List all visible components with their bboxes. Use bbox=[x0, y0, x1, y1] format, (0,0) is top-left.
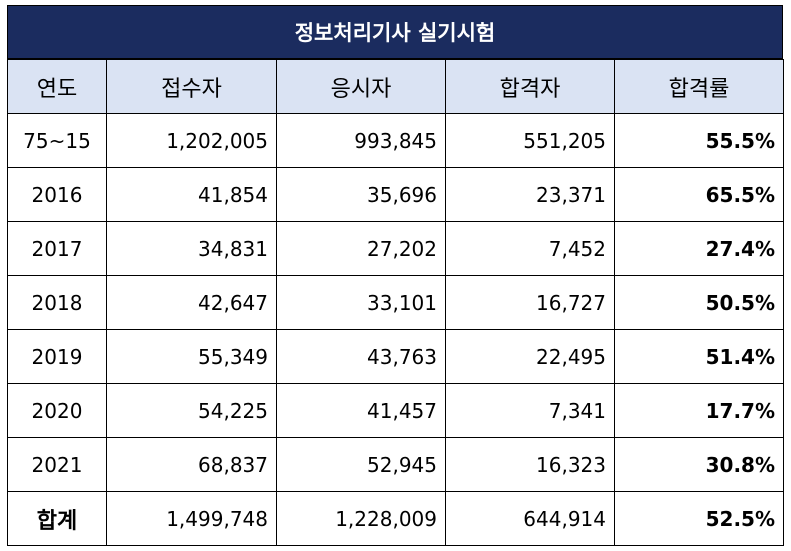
cell-applicants: 55,349 bbox=[106, 329, 277, 384]
cell-pass-rate: 27.4% bbox=[614, 221, 784, 276]
cell-passers: 23,371 bbox=[445, 167, 615, 222]
header-pass-rate: 합격률 bbox=[614, 59, 784, 114]
total-row: 합계 1,499,748 1,228,009 644,914 52.5% bbox=[7, 491, 784, 546]
cell-examinees: 43,763 bbox=[276, 329, 446, 384]
table-row: 2016 41,854 35,696 23,371 65.5% bbox=[7, 167, 784, 222]
cell-examinees: 27,202 bbox=[276, 221, 446, 276]
exam-statistics-table: 연도 접수자 응시자 합격자 합격률 75~15 1,202,005 993,8… bbox=[7, 59, 784, 546]
cell-applicants: 1,202,005 bbox=[106, 113, 277, 168]
table-row: 2018 42,647 33,101 16,727 50.5% bbox=[7, 275, 784, 330]
exam-statistics-table-container: 정보처리기사 실기시험 연도 접수자 응시자 합격자 합격률 75~15 1,2… bbox=[7, 5, 784, 546]
cell-pass-rate: 30.8% bbox=[614, 437, 784, 492]
cell-year: 2021 bbox=[7, 437, 107, 492]
cell-applicants: 68,837 bbox=[106, 437, 277, 492]
total-passers: 644,914 bbox=[445, 491, 615, 546]
cell-year: 2020 bbox=[7, 383, 107, 438]
cell-year: 75~15 bbox=[7, 113, 107, 168]
table-title: 정보처리기사 실기시험 bbox=[7, 5, 783, 59]
cell-year: 2019 bbox=[7, 329, 107, 384]
cell-pass-rate: 65.5% bbox=[614, 167, 784, 222]
total-label: 합계 bbox=[7, 491, 107, 546]
table-row: 2019 55,349 43,763 22,495 51.4% bbox=[7, 329, 784, 384]
total-pass-rate: 52.5% bbox=[614, 491, 784, 546]
total-applicants: 1,499,748 bbox=[106, 491, 277, 546]
cell-applicants: 34,831 bbox=[106, 221, 277, 276]
table-row: 2017 34,831 27,202 7,452 27.4% bbox=[7, 221, 784, 276]
cell-examinees: 993,845 bbox=[276, 113, 446, 168]
cell-passers: 7,341 bbox=[445, 383, 615, 438]
table-row: 75~15 1,202,005 993,845 551,205 55.5% bbox=[7, 113, 784, 168]
header-applicants: 접수자 bbox=[106, 59, 277, 114]
table-row: 2020 54,225 41,457 7,341 17.7% bbox=[7, 383, 784, 438]
cell-pass-rate: 55.5% bbox=[614, 113, 784, 168]
cell-pass-rate: 51.4% bbox=[614, 329, 784, 384]
cell-passers: 16,727 bbox=[445, 275, 615, 330]
cell-year: 2017 bbox=[7, 221, 107, 276]
cell-passers: 16,323 bbox=[445, 437, 615, 492]
cell-applicants: 42,647 bbox=[106, 275, 277, 330]
cell-pass-rate: 50.5% bbox=[614, 275, 784, 330]
cell-examinees: 41,457 bbox=[276, 383, 446, 438]
cell-applicants: 54,225 bbox=[106, 383, 277, 438]
cell-passers: 7,452 bbox=[445, 221, 615, 276]
table-row: 2021 68,837 52,945 16,323 30.8% bbox=[7, 437, 784, 492]
cell-applicants: 41,854 bbox=[106, 167, 277, 222]
cell-examinees: 35,696 bbox=[276, 167, 446, 222]
cell-pass-rate: 17.7% bbox=[614, 383, 784, 438]
cell-examinees: 33,101 bbox=[276, 275, 446, 330]
header-passers: 합격자 bbox=[445, 59, 615, 114]
cell-passers: 551,205 bbox=[445, 113, 615, 168]
header-year: 연도 bbox=[7, 59, 107, 114]
cell-passers: 22,495 bbox=[445, 329, 615, 384]
total-examinees: 1,228,009 bbox=[276, 491, 446, 546]
cell-examinees: 52,945 bbox=[276, 437, 446, 492]
cell-year: 2018 bbox=[7, 275, 107, 330]
header-examinees: 응시자 bbox=[276, 59, 446, 114]
cell-year: 2016 bbox=[7, 167, 107, 222]
header-row: 연도 접수자 응시자 합격자 합격률 bbox=[7, 59, 784, 114]
